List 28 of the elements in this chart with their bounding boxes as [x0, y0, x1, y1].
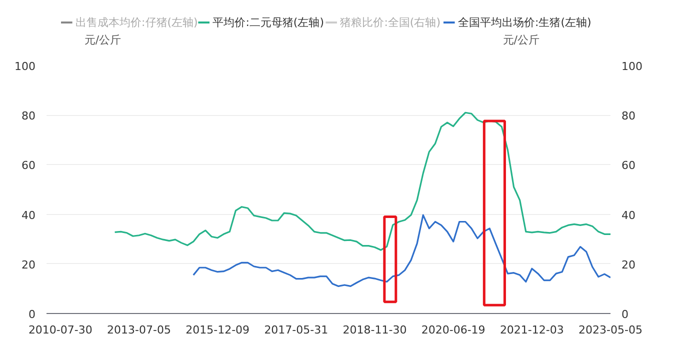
x-tick-label: 2018-11-30 — [342, 324, 407, 336]
x-tick-label: 2020-06-19 — [421, 324, 486, 336]
y2-tick-label: 60 — [622, 159, 636, 172]
legend-label: 出售成本均价:仔猪(左轴) — [76, 16, 198, 29]
legend-label: 平均价:二元母猪(左轴) — [212, 16, 324, 29]
line-series — [192, 214, 610, 288]
y-axis-title: 元/公斤 — [84, 34, 122, 46]
y-tick-label: 60 — [22, 159, 36, 172]
y-tick-label: 80 — [22, 110, 36, 123]
y2-tick-label: 100 — [622, 60, 642, 73]
y2-axis-title: 元/公斤 — [502, 34, 540, 46]
x-tick-label: 2010-07-30 — [28, 324, 92, 336]
y-tick-label: 40 — [22, 208, 36, 222]
line-series — [114, 112, 610, 251]
y-tick-label: 100 — [14, 60, 36, 73]
y-tick-label: 20 — [22, 258, 36, 272]
y2-tick-label: 80 — [622, 110, 636, 123]
y2-tick-label: 40 — [622, 208, 636, 222]
x-tick-label: 2021-12-03 — [500, 324, 564, 336]
x-tick-label: 2013-07-05 — [107, 324, 171, 336]
legend-label: 全国平均出场价:生猪(左轴) — [458, 16, 592, 29]
x-tick-label: 2023-05-05 — [578, 324, 642, 336]
y2-tick-label: 0 — [622, 308, 628, 321]
y2-tick-label: 20 — [622, 258, 636, 272]
x-tick-label: 2017-05-31 — [264, 324, 328, 336]
legend-label: 猪粮比价:全国(右轴) — [340, 16, 440, 29]
y-tick-label: 0 — [28, 308, 36, 321]
x-tick-label: 2015-12-09 — [186, 324, 250, 336]
